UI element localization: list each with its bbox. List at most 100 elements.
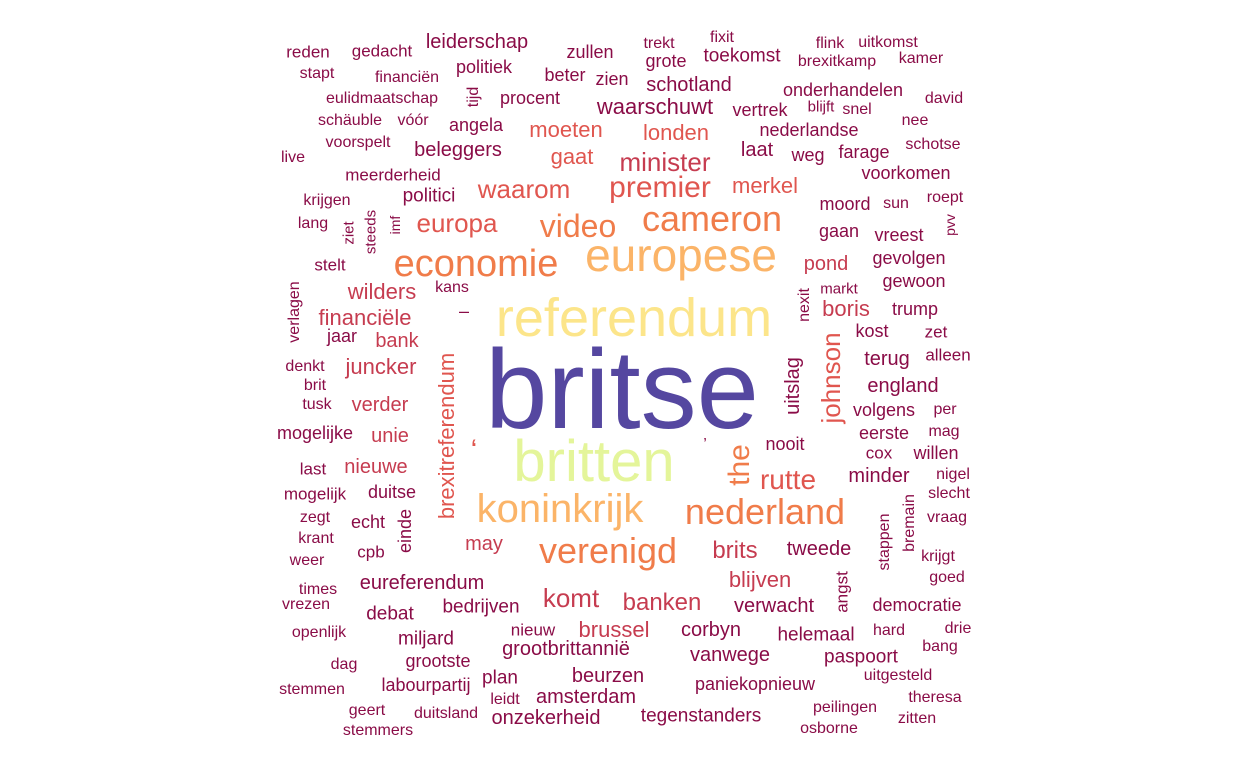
cloud-word: nigel <box>936 466 970 483</box>
cloud-word: steeds <box>362 209 380 255</box>
cloud-word: financiële <box>318 305 412 330</box>
cloud-word: stelt <box>314 255 346 275</box>
cloud-word: per <box>933 401 957 418</box>
cloud-word: denkt <box>285 358 325 375</box>
cloud-word: – <box>458 301 470 321</box>
cloud-word: trekt <box>643 35 675 52</box>
cloud-word: krant <box>298 530 334 547</box>
cloud-word: mogelijke <box>276 423 354 443</box>
cloud-word: gaan <box>818 221 860 241</box>
cloud-word: schotland <box>646 74 732 96</box>
cloud-word: trump <box>891 299 939 319</box>
cloud-word: openlijk <box>291 624 347 641</box>
cloud-word: imf <box>387 215 403 235</box>
cloud-word: sun <box>883 195 909 212</box>
cloud-word: zien <box>595 69 629 89</box>
cloud-word: ‘ <box>470 434 478 467</box>
cloud-word: ziet <box>340 221 358 245</box>
cloud-word: meerderheid <box>345 165 441 185</box>
cloud-word: tweede <box>786 538 852 560</box>
cloud-word: europa <box>416 208 498 238</box>
cloud-word: tusk <box>302 396 332 413</box>
cloud-word: nexit <box>796 288 813 322</box>
cloud-word: laat <box>740 139 774 161</box>
cloud-word: markt <box>820 280 858 298</box>
cloud-word: live <box>280 149 306 166</box>
cloud-word: brit <box>303 377 327 394</box>
cloud-word: zet <box>924 322 948 342</box>
cloud-word: slecht <box>928 485 970 502</box>
cloud-word: nederland <box>684 491 846 532</box>
cloud-word: verenigd <box>538 530 678 571</box>
cloud-word: economie <box>393 243 559 285</box>
cloud-word: moeten <box>529 117 603 142</box>
cloud-word: zegt <box>299 509 331 526</box>
cloud-word: fixit <box>710 29 734 46</box>
cloud-word: grote <box>645 51 687 71</box>
cloud-word: waarom <box>477 174 571 204</box>
cloud-word: grootste <box>405 651 471 671</box>
cloud-word: britten <box>513 429 675 494</box>
cloud-word: krijgen <box>303 192 351 209</box>
cloud-word: rutte <box>759 464 817 495</box>
cloud-word: nee <box>901 112 929 129</box>
cloud-word: gewoon <box>882 271 946 291</box>
cloud-word: verwacht <box>733 595 815 617</box>
cloud-word: komt <box>542 583 600 613</box>
cloud-word: volgens <box>852 400 916 420</box>
cloud-word: weg <box>791 145 825 165</box>
cloud-word: echt <box>350 512 386 532</box>
cloud-word: schäuble <box>317 112 383 129</box>
cloud-word: nooit <box>765 434 805 454</box>
cloud-word: eureferendum <box>359 572 485 594</box>
cloud-word: banken <box>622 589 702 616</box>
cloud-word: terug <box>864 348 910 370</box>
cloud-word: willen <box>913 443 959 463</box>
cloud-word: wilders <box>347 279 417 304</box>
cloud-word: londen <box>642 120 710 145</box>
cloud-word: beter <box>544 65 586 85</box>
cloud-word: miljard <box>398 628 454 650</box>
cloud-word: verder <box>351 394 409 416</box>
cloud-word: mogelijk <box>283 484 347 504</box>
cloud-word: vraag <box>926 509 968 526</box>
cloud-word: toekomst <box>703 45 781 67</box>
cloud-word: stappen <box>876 513 893 571</box>
cloud-word: vóór <box>397 112 429 129</box>
cloud-word: juncker <box>345 354 417 379</box>
cloud-word: leiderschap <box>425 31 529 53</box>
cloud-word: blijven <box>728 567 792 592</box>
cloud-word: eulidmaatschap <box>325 90 439 107</box>
cloud-word: osborne <box>800 720 858 737</box>
cloud-word: stapt <box>299 65 335 82</box>
cloud-word: schotse <box>905 136 961 153</box>
cloud-word: angela <box>448 115 504 135</box>
cloud-word: europese <box>585 229 777 281</box>
cloud-word: duitse <box>367 482 417 502</box>
cloud-word: david <box>924 90 964 107</box>
cloud-word: unie <box>371 425 409 447</box>
cloud-word: video <box>539 208 617 244</box>
cloud-word: vreest <box>874 225 924 245</box>
cloud-word: pond <box>803 253 849 275</box>
cloud-word: angst <box>832 571 852 613</box>
cloud-word: eerste <box>858 423 910 443</box>
cloud-word: may <box>465 533 503 555</box>
cloud-word: ’ <box>703 436 707 453</box>
cloud-word: mag <box>928 423 960 440</box>
cloud-word: stemmers <box>342 722 414 739</box>
cloud-word: vanwege <box>689 644 771 666</box>
cloud-word: uitgesteld <box>863 667 933 684</box>
cloud-word: debat <box>366 603 414 625</box>
cloud-word: hard <box>872 622 906 639</box>
cloud-word: vertrek <box>732 100 788 120</box>
cloud-word: duitsland <box>413 705 479 722</box>
cloud-word: gevolgen <box>872 248 946 268</box>
cloud-word: britse <box>485 327 759 452</box>
cloud-word: plan <box>482 667 518 689</box>
cloud-word: einde <box>395 508 415 554</box>
cloud-word: krijgt <box>921 548 955 565</box>
cloud-word: referendum <box>495 288 773 348</box>
cloud-word: bedrijven <box>442 596 520 618</box>
cloud-word: jaar <box>326 326 358 346</box>
